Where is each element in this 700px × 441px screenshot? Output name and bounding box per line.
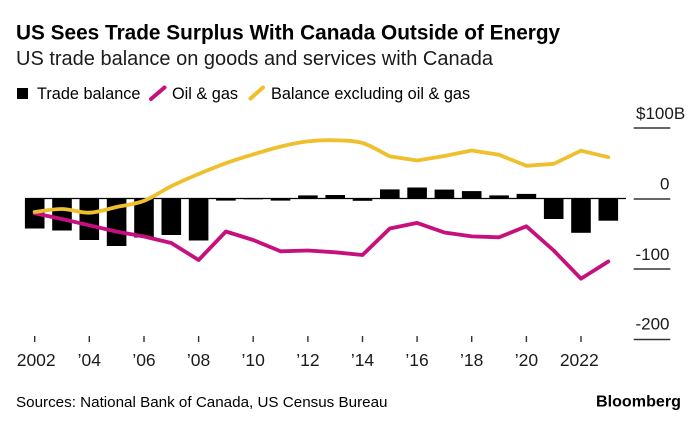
svg-text:’04: ’04 <box>78 350 102 370</box>
svg-text:-100: -100 <box>635 245 669 264</box>
svg-text:Oil & gas: Oil & gas <box>172 85 238 103</box>
svg-text:Bloomberg: Bloomberg <box>596 393 681 411</box>
svg-text:US Sees Trade Surplus With Can: US Sees Trade Surplus With Canada Outsid… <box>16 22 561 45</box>
svg-text:Balance excluding oil & gas: Balance excluding oil & gas <box>271 85 470 103</box>
svg-text:’18: ’18 <box>460 350 483 370</box>
svg-text:’06: ’06 <box>132 350 155 370</box>
svg-text:2022: 2022 <box>560 350 599 370</box>
svg-text:’16: ’16 <box>405 350 428 370</box>
svg-text:’12: ’12 <box>296 350 319 370</box>
svg-text:’08: ’08 <box>187 350 210 370</box>
svg-text:2002: 2002 <box>17 350 56 370</box>
svg-text:’20: ’20 <box>515 350 539 370</box>
svg-text:Trade balance: Trade balance <box>37 85 140 103</box>
svg-text:Sources: National Bank of Cana: Sources: National Bank of Canada, US Cen… <box>16 394 387 411</box>
svg-text:’14: ’14 <box>351 350 375 370</box>
svg-text:$100B: $100B <box>636 104 685 123</box>
svg-text:0: 0 <box>660 175 669 194</box>
svg-text:-200: -200 <box>635 315 669 334</box>
svg-text:US trade balance on goods and: US trade balance on goods and services w… <box>16 48 494 70</box>
svg-text:’10: ’10 <box>242 350 266 370</box>
